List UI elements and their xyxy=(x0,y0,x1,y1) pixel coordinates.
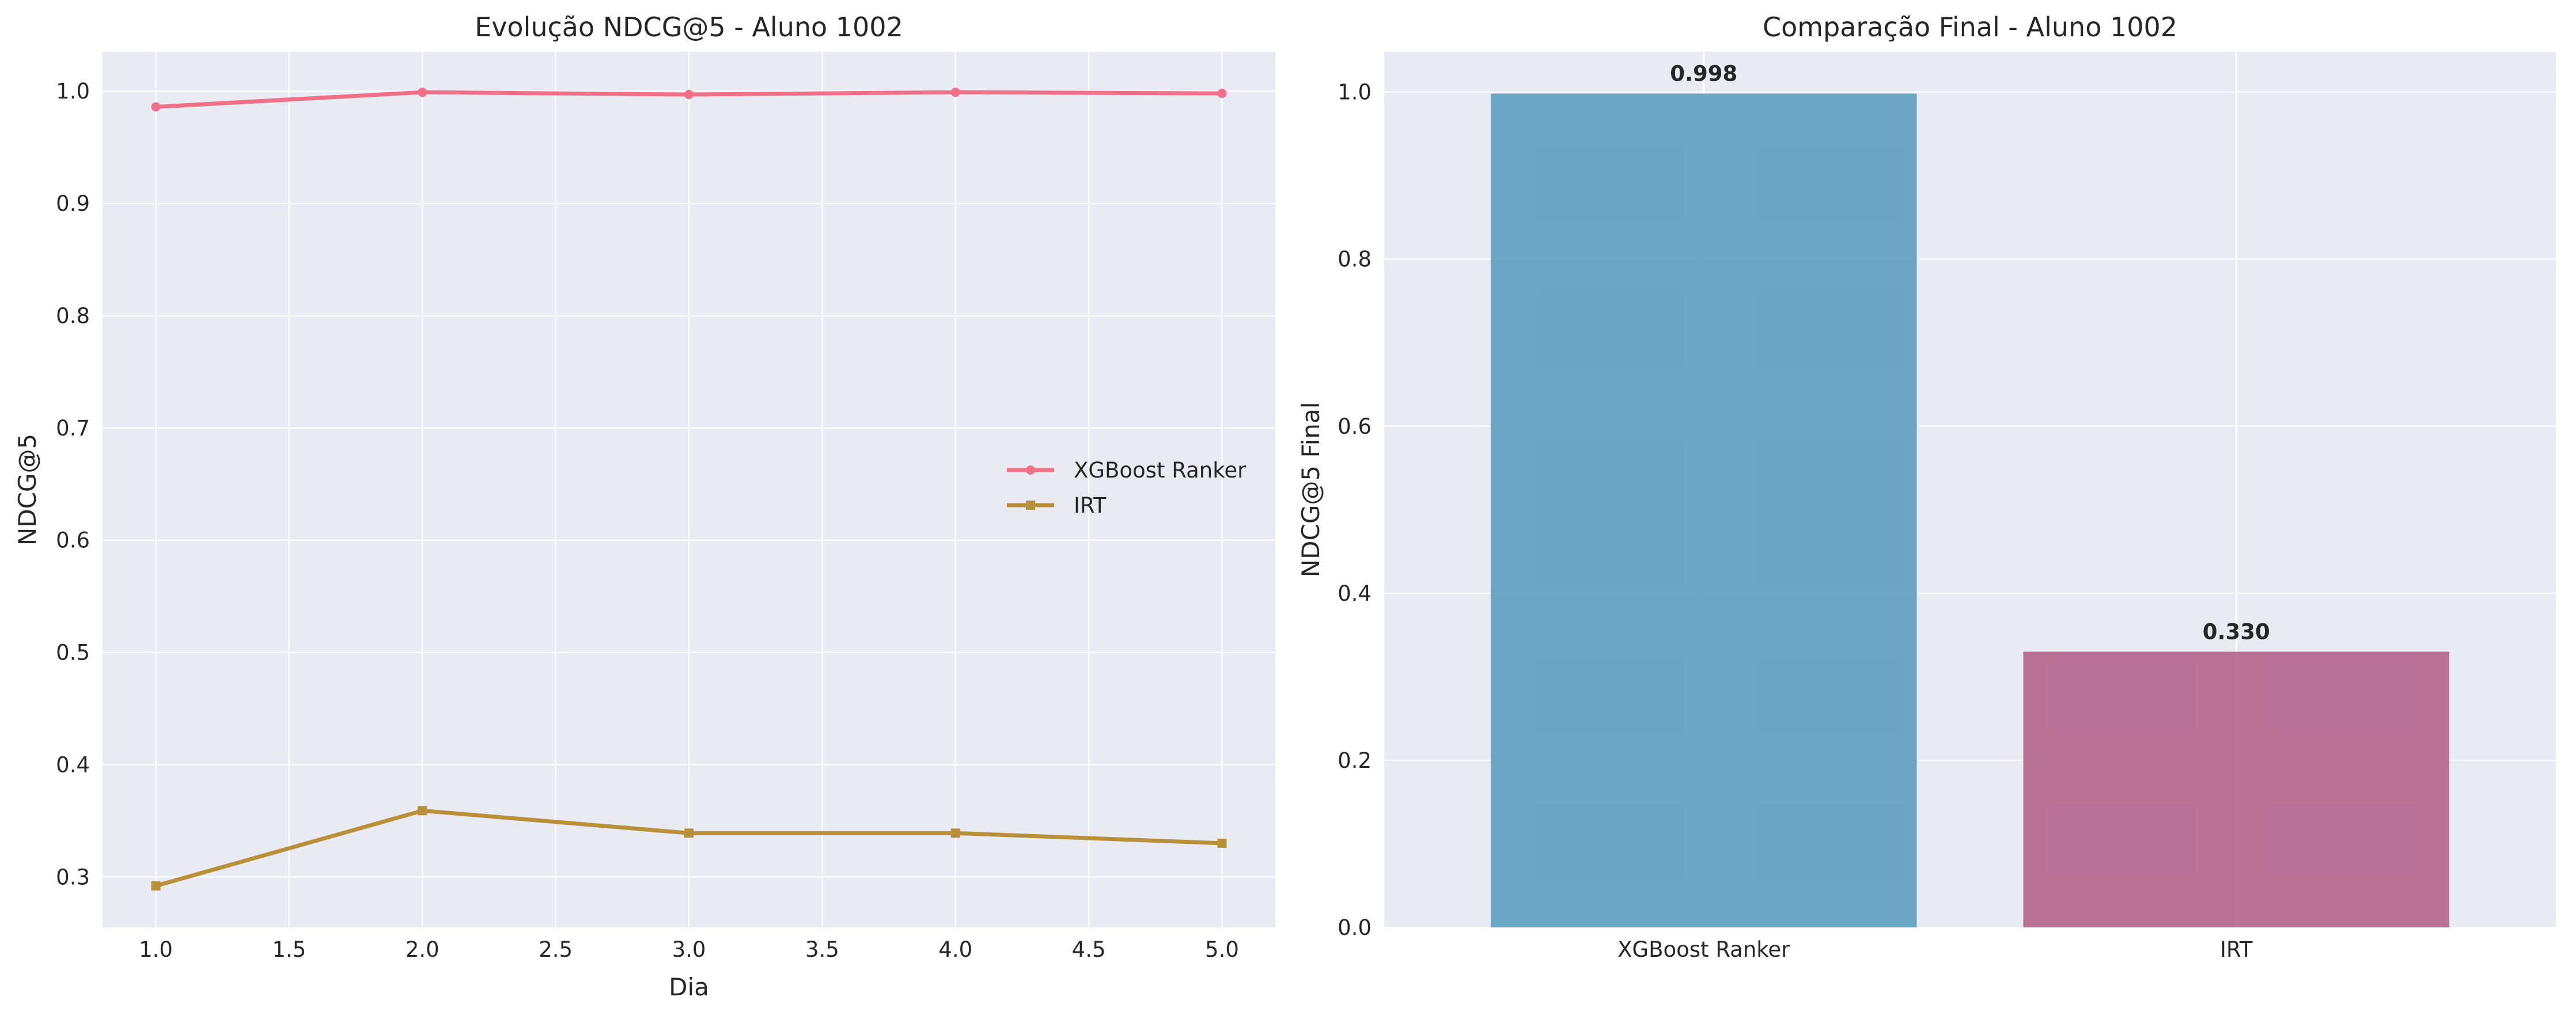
x-tick-label: 4.0 xyxy=(938,937,972,962)
y-axis-label: NDCG@5 xyxy=(13,434,41,546)
x-tick-label: 5.0 xyxy=(1205,937,1239,962)
x-tick-label: 2.0 xyxy=(406,937,440,962)
bar-xgboost-ranker xyxy=(1490,93,1917,928)
data-point-irt xyxy=(950,828,960,838)
line-chart: 1.0 1.5 2.0 2.5 3.0 3.5 4.0 4.5 5.0 0.3 0.4 0.5 0.6 0… xyxy=(13,12,1275,1001)
y-tick-label: 0.8 xyxy=(1338,247,1372,272)
chart-title: Comparação Final - Aluno 1002 xyxy=(1763,12,2177,43)
gridlines xyxy=(103,52,1275,927)
y-tick-label: 0.6 xyxy=(56,528,90,553)
data-point-irt xyxy=(418,806,427,816)
x-tick-label: 1.0 xyxy=(139,937,173,962)
legend-marker-xgboost xyxy=(1026,465,1035,475)
tick-labels: 0.0 0.2 0.4 0.6 0.8 1.0 XGBoost Ranker IRT xyxy=(1338,80,2253,962)
data-point-xgboost-ranker xyxy=(418,88,427,97)
y-tick-label: 0.5 xyxy=(56,641,90,665)
data-point-xgboost-ranker xyxy=(1217,89,1227,99)
data-point-irt xyxy=(151,881,161,891)
tick-labels: 1.0 1.5 2.0 2.5 3.0 3.5 4.0 4.5 5.0 0.3 0.4 0.5 0.6 0… xyxy=(56,79,1239,962)
data-label-xgboost-ranker: 0.998 xyxy=(1670,62,1737,86)
data-label-irt: 0.330 xyxy=(2203,619,2270,644)
legend-label-irt: IRT xyxy=(1074,493,1107,518)
bars-layer: 0.998 0.330 xyxy=(1490,62,2450,928)
legend-marker-irt xyxy=(1026,501,1035,510)
legend-entry-xgboost: XGBoost Ranker xyxy=(1007,458,1247,483)
y-axis-label: NDCG@5 Final xyxy=(1297,402,1325,578)
x-tick-label: 1.5 xyxy=(272,937,306,962)
data-point-irt xyxy=(1217,838,1227,848)
x-tick-label: 2.5 xyxy=(539,937,573,962)
chart-title: Evolução NDCG@5 - Aluno 1002 xyxy=(475,12,903,43)
y-tick-label: 0.6 xyxy=(1338,414,1372,439)
y-tick-label: 0.9 xyxy=(56,191,90,216)
y-tick-label: 0.7 xyxy=(56,416,90,441)
y-tick-label: 0.2 xyxy=(1338,748,1372,773)
x-tick-label: 4.5 xyxy=(1072,937,1106,962)
y-tick-label: 1.0 xyxy=(56,79,90,104)
y-tick-label: 1.0 xyxy=(1338,80,1372,105)
bar-chart: 0.998 0.330 0.0 0.2 0.4 0.6 0.8 1.0 XGBoost Ran… xyxy=(1297,12,2556,962)
x-tick-label: XGBoost Ranker xyxy=(1617,937,1790,962)
y-tick-label: 0.4 xyxy=(56,752,90,777)
legend: XGBoost Ranker IRT xyxy=(1007,458,1247,518)
bar-irt xyxy=(2023,651,2450,927)
data-point-irt xyxy=(684,828,694,838)
data-point-xgboost-ranker xyxy=(151,102,161,112)
legend-entry-irt: IRT xyxy=(1007,493,1107,518)
y-tick-label: 0.8 xyxy=(56,304,90,328)
x-tick-label: 3.0 xyxy=(672,937,706,962)
data-point-xgboost-ranker xyxy=(684,90,694,100)
x-tick-label: 3.5 xyxy=(805,937,839,962)
series-layer xyxy=(151,88,1227,891)
y-tick-label: 0.0 xyxy=(1338,915,1372,940)
legend-label-xgboost: XGBoost Ranker xyxy=(1074,458,1247,483)
x-tick-label: IRT xyxy=(2220,937,2253,962)
x-axis-label: Dia xyxy=(669,973,709,1001)
y-tick-label: 0.4 xyxy=(1338,581,1372,606)
data-point-xgboost-ranker xyxy=(950,88,960,97)
y-tick-label: 0.3 xyxy=(56,865,90,889)
